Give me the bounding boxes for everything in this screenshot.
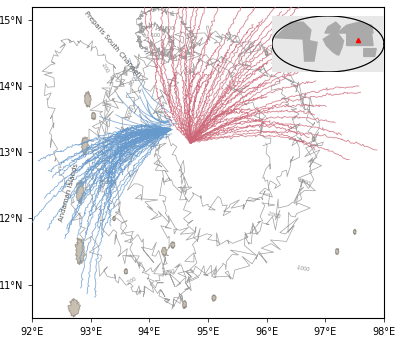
Polygon shape (84, 91, 91, 107)
Polygon shape (171, 242, 175, 248)
Polygon shape (182, 301, 186, 309)
Text: -1000: -1000 (161, 268, 176, 276)
Polygon shape (162, 247, 166, 257)
Polygon shape (337, 22, 373, 33)
Text: -1000: -1000 (296, 265, 311, 272)
Polygon shape (76, 180, 84, 204)
Polygon shape (364, 49, 376, 56)
Polygon shape (212, 295, 216, 301)
Text: Andaman Islands: Andaman Islands (58, 162, 79, 222)
Polygon shape (113, 216, 115, 221)
Polygon shape (265, 51, 268, 55)
Text: -200: -200 (100, 62, 109, 74)
Polygon shape (124, 269, 128, 274)
Polygon shape (68, 298, 80, 317)
Text: -200: -200 (126, 276, 138, 286)
Text: -2000: -2000 (267, 211, 282, 219)
Polygon shape (75, 238, 86, 265)
Text: -500: -500 (149, 32, 160, 38)
Polygon shape (92, 112, 96, 120)
Polygon shape (347, 33, 373, 46)
Polygon shape (82, 137, 88, 155)
Polygon shape (325, 22, 340, 33)
Polygon shape (336, 248, 339, 255)
Polygon shape (353, 229, 356, 235)
Polygon shape (303, 39, 317, 61)
Polygon shape (312, 137, 315, 142)
Text: -3000: -3000 (296, 177, 311, 186)
Polygon shape (323, 33, 344, 55)
Text: -3000: -3000 (129, 72, 140, 87)
Text: -2000: -2000 (126, 105, 136, 120)
Text: Preparis South Channel: Preparis South Channel (83, 10, 140, 76)
Text: -1000: -1000 (100, 178, 107, 193)
Text: -1000: -1000 (161, 26, 175, 31)
Polygon shape (275, 22, 311, 39)
